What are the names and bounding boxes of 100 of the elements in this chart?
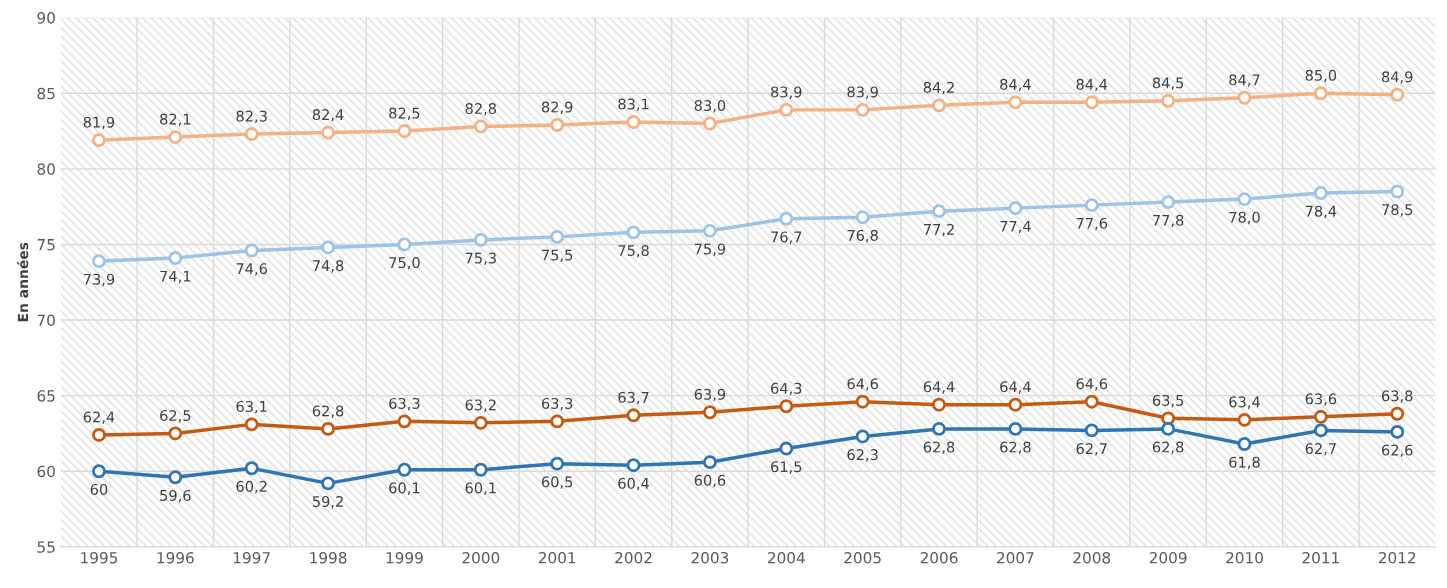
point <box>932 421 946 436</box>
point <box>550 118 565 132</box>
point <box>92 428 106 442</box>
data-label: 63,8 <box>1382 390 1413 403</box>
data-label: 60 <box>90 483 108 495</box>
data-label: 62,3 <box>847 449 878 462</box>
data-label: 59,2 <box>312 495 343 509</box>
point <box>1313 409 1328 424</box>
data-label: 64,6 <box>1076 378 1108 391</box>
point <box>702 116 717 131</box>
point <box>626 115 641 129</box>
y-tick-label: 75 <box>37 239 55 251</box>
y-tick-label: 85 <box>37 87 55 100</box>
data-label: 78,5 <box>1382 204 1413 217</box>
data-label: 63,6 <box>1305 393 1337 406</box>
data-label: 75,0 <box>389 257 420 270</box>
point <box>473 415 488 430</box>
data-label: 74,6 <box>236 263 268 276</box>
data-label: 84,7 <box>1229 74 1260 87</box>
point <box>1237 412 1252 427</box>
point <box>321 125 336 140</box>
point <box>626 458 641 473</box>
y-tick-label: 90 <box>37 12 55 24</box>
x-tick-label: 1996 <box>157 551 194 564</box>
data-label: 63,7 <box>618 391 649 405</box>
data-label: 64,4 <box>1000 381 1031 394</box>
x-tick-label: 1999 <box>386 551 423 564</box>
data-label: 77,4 <box>1000 220 1031 234</box>
data-label: 83,9 <box>771 86 802 99</box>
x-tick-label: 2004 <box>767 551 805 564</box>
data-label: 63,9 <box>694 388 726 402</box>
point <box>779 102 794 117</box>
point <box>397 462 412 477</box>
point <box>1084 394 1099 409</box>
point <box>321 476 336 491</box>
point <box>1390 87 1405 102</box>
data-label: 73,9 <box>83 273 115 287</box>
point <box>397 237 412 252</box>
y-tick-label: 70 <box>37 314 55 327</box>
x-tick-label: 1998 <box>310 551 347 564</box>
data-label: 62,5 <box>160 409 191 423</box>
point <box>1390 406 1405 421</box>
y-tick-label: 80 <box>37 163 55 175</box>
data-label: 63,4 <box>1229 396 1260 409</box>
point <box>244 243 259 258</box>
data-label: 76,8 <box>847 229 878 243</box>
point <box>168 130 183 145</box>
data-label: 74,1 <box>160 270 191 284</box>
point <box>779 399 794 414</box>
data-label: 63,2 <box>465 399 496 412</box>
data-label: 77,2 <box>923 223 954 237</box>
point <box>1313 423 1328 438</box>
data-label: 63,3 <box>389 397 420 411</box>
data-label: 74,8 <box>313 260 344 273</box>
x-tick-label: 1995 <box>81 551 118 564</box>
data-label: 83,9 <box>847 86 878 99</box>
point <box>1084 95 1099 110</box>
data-label: 82,8 <box>465 103 497 116</box>
data-label: 60,1 <box>389 482 420 495</box>
data-label: 63,1 <box>236 400 267 414</box>
point <box>1008 201 1023 216</box>
point <box>1390 424 1405 439</box>
point <box>1161 93 1176 108</box>
point <box>321 421 336 436</box>
x-tick-label: 2012 <box>1378 551 1416 564</box>
point <box>1237 437 1252 451</box>
point <box>168 470 183 485</box>
point <box>473 119 488 134</box>
data-label: 61,8 <box>1229 456 1260 470</box>
point <box>1237 90 1252 105</box>
data-label: 62,7 <box>1305 443 1336 456</box>
point <box>1161 195 1176 210</box>
point <box>1084 198 1099 213</box>
data-label: 82,3 <box>236 110 267 124</box>
point <box>1008 95 1023 110</box>
point <box>168 426 183 441</box>
data-label: 75,9 <box>694 243 726 256</box>
data-label: 61,5 <box>771 461 802 474</box>
data-label: 60,1 <box>465 482 496 495</box>
data-label: 78,4 <box>1305 205 1337 219</box>
data-label: 75,3 <box>465 252 496 266</box>
point <box>1390 184 1405 199</box>
point <box>473 462 488 477</box>
x-tick-label: 2006 <box>920 551 958 564</box>
y-tick-label: 55 <box>37 541 55 553</box>
data-label: 82,9 <box>541 101 573 115</box>
x-tick-label: 2000 <box>462 551 500 564</box>
data-label: 75,5 <box>542 249 573 263</box>
point <box>702 455 717 470</box>
point <box>1313 86 1328 101</box>
data-label: 84,4 <box>1000 78 1031 92</box>
data-label: 84,5 <box>1152 77 1184 90</box>
data-label: 62,8 <box>1000 441 1031 455</box>
x-tick-label: 2011 <box>1302 551 1339 564</box>
point <box>779 211 794 226</box>
data-label: 76,7 <box>771 231 802 244</box>
data-label: 82,5 <box>389 107 420 121</box>
point <box>932 204 946 219</box>
point <box>1008 421 1023 436</box>
point <box>932 98 946 113</box>
